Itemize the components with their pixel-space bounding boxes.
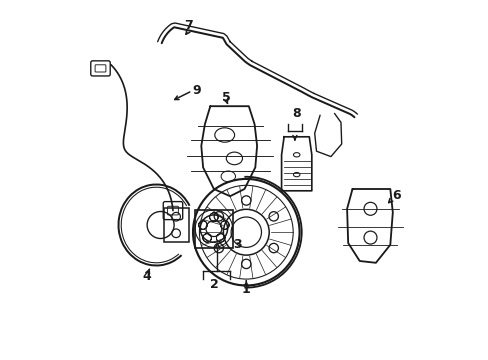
Text: 4: 4 (142, 270, 151, 283)
Text: 1: 1 (242, 283, 250, 296)
Text: 8: 8 (292, 107, 301, 120)
Text: 6: 6 (391, 189, 400, 202)
Text: 5: 5 (222, 91, 230, 104)
FancyBboxPatch shape (163, 202, 183, 220)
Text: 2: 2 (209, 278, 218, 291)
FancyBboxPatch shape (91, 61, 110, 76)
Text: 3: 3 (232, 238, 241, 251)
Text: 7: 7 (184, 19, 193, 32)
Text: 9: 9 (192, 84, 201, 96)
